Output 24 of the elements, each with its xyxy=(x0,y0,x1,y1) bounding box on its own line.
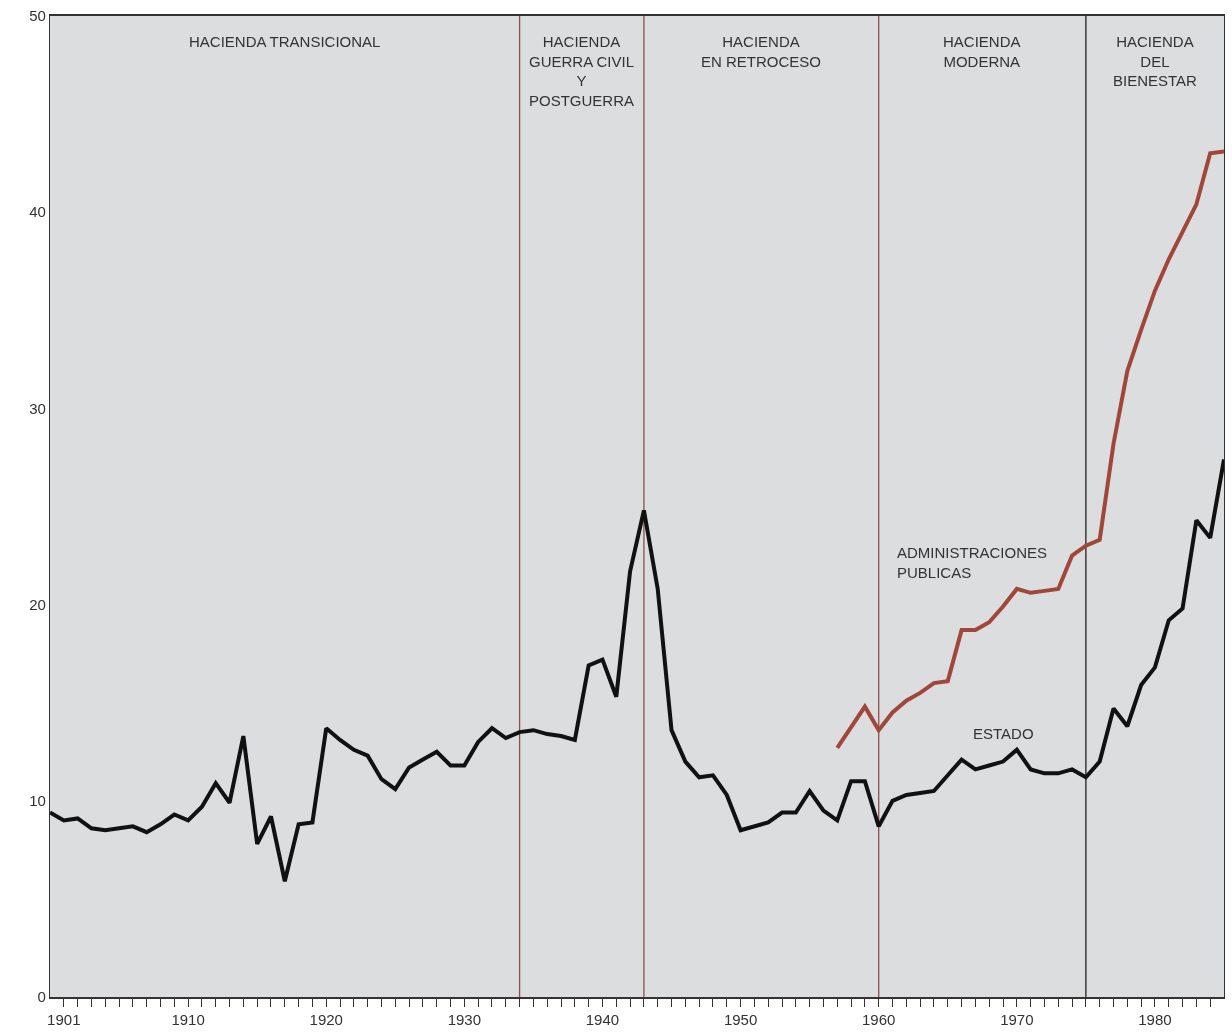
x-tick-label: 1940 xyxy=(585,1010,620,1028)
x-tick-label: 1901 xyxy=(47,1010,81,1028)
x-tick-label: 1920 xyxy=(309,1010,343,1028)
y-tick-label: 30 xyxy=(29,399,46,417)
line-series xyxy=(50,457,1224,884)
x-tick-label: 1960 xyxy=(862,1010,896,1028)
annotation: HACIENDA TRANSICIONAL xyxy=(189,33,381,50)
annotation: HACIENDA MODERNA xyxy=(943,33,1021,70)
y-tick-label: 0 xyxy=(37,988,46,1006)
series-label: ESTADO xyxy=(973,725,1034,742)
x-tick-label: 1970 xyxy=(1000,1010,1034,1028)
x-tick-label: 1910 xyxy=(171,1010,205,1028)
y-tick-label: 10 xyxy=(29,792,46,810)
line-series xyxy=(835,149,1224,750)
series-label: ADMINISTRACIONES PUBLICAS xyxy=(897,544,1048,581)
annotation: HACIENDA EN RETROCESO xyxy=(701,33,822,70)
x-tick-label: 1950 xyxy=(723,1010,758,1028)
annotation: HACIENDA DEL BIENESTAR xyxy=(1113,33,1198,89)
x-tick-label: 1980 xyxy=(1138,1010,1172,1028)
y-tick-label: 40 xyxy=(29,203,46,221)
y-tick-label: 50 xyxy=(29,7,46,25)
y-tick-label: 20 xyxy=(29,595,46,613)
x-tick-label: 1930 xyxy=(447,1010,482,1028)
annotation: HACIENDA GUERRA CIVIL Y POSTGUERRA xyxy=(529,33,635,109)
